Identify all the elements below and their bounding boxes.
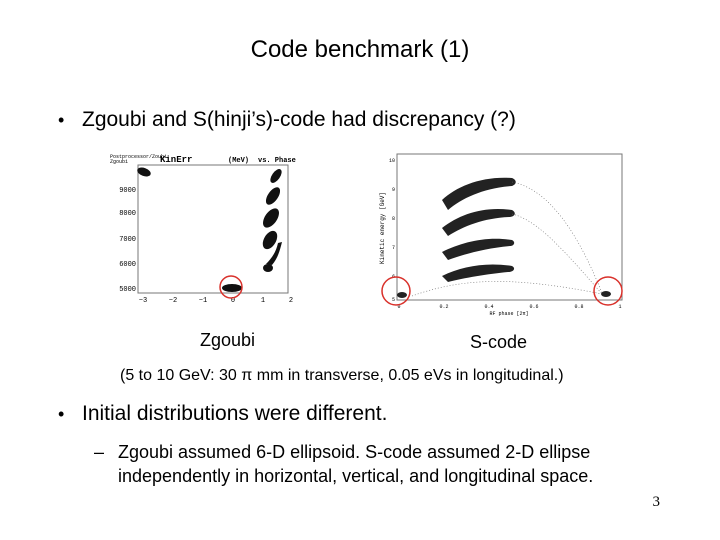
scode-bunch bbox=[442, 208, 515, 236]
scode-x-tick: 1 bbox=[618, 304, 621, 310]
zgoubi-bunch bbox=[222, 284, 242, 292]
zgoubi-x-tick: −3 bbox=[139, 297, 147, 305]
zgoubi-frame bbox=[137, 164, 289, 294]
zgoubi-x-tick: −2 bbox=[169, 297, 177, 305]
scode-x-tick: 0.2 bbox=[439, 304, 448, 310]
zgoubi-plot: Postprocessor/Zoubi Zgoubi KinErr (MeV) … bbox=[110, 154, 296, 305]
scode-y-tick: 10 bbox=[389, 158, 395, 164]
zgoubi-x-tick: −1 bbox=[199, 297, 207, 305]
zgoubi-y-tick: 8000 bbox=[119, 210, 136, 218]
zgoubi-bunch bbox=[263, 208, 279, 228]
scode-bunches bbox=[397, 177, 611, 298]
bullet-marker: • bbox=[58, 404, 65, 424]
zgoubi-header-kin: KinErr bbox=[160, 155, 192, 165]
zgoubi-header-vs: vs. Phase bbox=[258, 157, 296, 165]
bullet-2-text: Initial distributions were different. bbox=[82, 402, 388, 425]
scode-tail bbox=[411, 281, 603, 297]
bullet-marker: • bbox=[58, 110, 65, 130]
zgoubi-x-ticks: −3 −2 −1 0 1 2 bbox=[139, 297, 293, 305]
scode-x-axis-label: RF phase [2π] bbox=[489, 311, 528, 317]
scode-highlight-circle-right bbox=[593, 276, 623, 306]
scode-y-tick: 8 bbox=[392, 216, 395, 222]
scode-x-tick: 0.8 bbox=[574, 304, 583, 310]
scode-x-tick: 0.4 bbox=[484, 304, 493, 310]
scode-highlight-circle-left bbox=[381, 276, 411, 306]
slide-title: Code benchmark (1) bbox=[250, 36, 470, 63]
scode-y-ticks: 10 9 8 7 6 5 bbox=[389, 158, 395, 303]
bullet-1-text: Zgoubi and S(hinji’s)-code had discrepan… bbox=[82, 108, 516, 131]
figure-caption: (5 to 10 GeV: 30 π mm in transverse, 0.0… bbox=[120, 367, 564, 384]
scode-label: S-code bbox=[470, 332, 528, 352]
scode-bunch bbox=[442, 177, 516, 210]
scode-y-tick: 7 bbox=[392, 245, 395, 251]
zgoubi-bunch bbox=[137, 167, 151, 177]
scode-bunch bbox=[442, 264, 515, 282]
zgoubi-x-tick: 0 bbox=[231, 297, 235, 305]
scode-bunch bbox=[397, 292, 407, 298]
zgoubi-label: Zgoubi bbox=[200, 330, 256, 350]
zgoubi-bunch bbox=[263, 264, 273, 272]
scode-y-tick: 5 bbox=[392, 297, 395, 303]
zgoubi-highlight-circle bbox=[219, 275, 243, 299]
zgoubi-header-unit: (MeV) bbox=[228, 157, 249, 165]
zgoubi-x-tick: 1 bbox=[261, 297, 265, 305]
scode-x-tick: 0 bbox=[397, 304, 400, 310]
scode-bunch bbox=[601, 291, 611, 297]
scode-y-axis-label: Kinetic energy [GeV] bbox=[379, 192, 386, 264]
scode-tail bbox=[511, 213, 603, 295]
scode-x-ticks: 0 0.2 0.4 0.6 0.8 1 bbox=[397, 304, 621, 310]
zgoubi-header-left2: Zgoubi bbox=[110, 159, 128, 165]
scode-frame bbox=[396, 153, 623, 301]
scode-y-tick: 9 bbox=[392, 187, 395, 193]
scode-plot: Kinetic energy [GeV] 10 9 8 7 6 5 0 0.2 … bbox=[379, 153, 623, 317]
zgoubi-y-ticks: 9000 8000 7000 6000 5000 bbox=[119, 187, 136, 294]
page-number: 3 bbox=[652, 494, 661, 510]
zgoubi-y-tick: 7000 bbox=[119, 236, 136, 244]
zgoubi-bunch bbox=[262, 230, 278, 250]
sub-bullet-text: Zgoubi assumed 6-D ellipsoid. S-code ass… bbox=[118, 442, 594, 486]
zgoubi-header-left: Postprocessor/Zoubi bbox=[110, 154, 167, 160]
scode-x-tick: 0.6 bbox=[529, 304, 538, 310]
zgoubi-y-tick: 9000 bbox=[119, 187, 136, 195]
zgoubi-bunch bbox=[270, 169, 282, 183]
bullet-1: • Zgoubi and S(hinji’s)-code had discrep… bbox=[58, 108, 516, 132]
zgoubi-y-tick: 5000 bbox=[119, 286, 136, 294]
scode-tail bbox=[511, 181, 603, 294]
zgoubi-bunch bbox=[266, 242, 282, 265]
zgoubi-x-tick: 2 bbox=[289, 297, 293, 305]
scode-bunch bbox=[442, 238, 515, 260]
sub-bullet-marker: – bbox=[94, 442, 105, 462]
bullet-2: • Initial distributions were different. bbox=[58, 402, 387, 426]
zgoubi-y-tick: 6000 bbox=[119, 261, 136, 269]
zgoubi-bunch bbox=[265, 187, 281, 205]
zgoubi-bunches bbox=[137, 167, 282, 292]
